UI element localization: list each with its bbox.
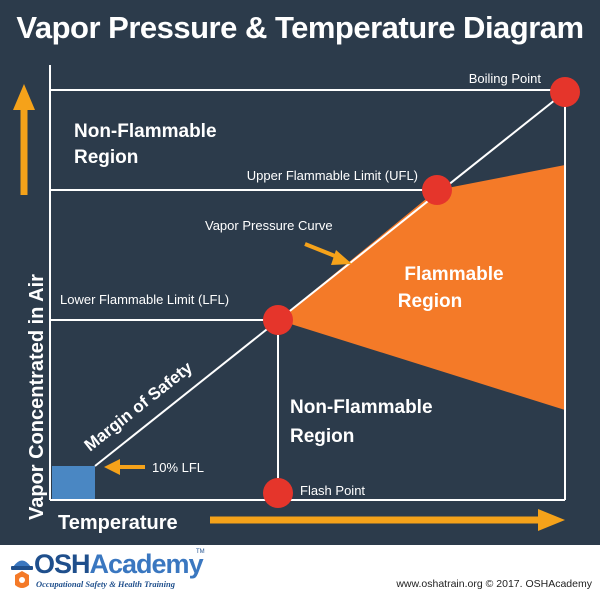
vapor-pressure-curve — [94, 91, 566, 467]
copyright-credit: www.oshatrain.org © 2017. OSHAcademy — [396, 578, 592, 590]
boiling-point-marker — [550, 77, 580, 107]
ten-percent-lfl-label: 10% LFL — [152, 460, 204, 475]
non-flammable-bottom-line1: Non-Flammable — [290, 397, 433, 418]
non-flammable-bottom-line2: Region — [290, 426, 354, 447]
lfl-label: Lower Flammable Limit (LFL) — [60, 292, 229, 307]
ufl-marker — [422, 175, 452, 205]
ufl-label: Upper Flammable Limit (UFL) — [247, 168, 418, 183]
y-axis-label: Vapor Concentrated in Air — [26, 274, 48, 520]
vapor-pressure-diagram: Vapor Concentrated in Air Temperature Bo… — [13, 65, 580, 534]
footer: OSHAcademy Occupational Safety & Health … — [0, 545, 600, 600]
logo-trademark: TM — [196, 549, 205, 555]
flash-point-label: Flash Point — [300, 483, 365, 498]
flammable-line1: Flammable — [404, 264, 503, 285]
boiling-point-label: Boiling Point — [469, 71, 542, 86]
x-axis-arrow-head — [538, 509, 565, 531]
logo-name-part1: OSH — [34, 549, 91, 579]
flammable-region-shape — [278, 165, 565, 410]
logo-wordmark: OSHAcademy — [34, 549, 204, 580]
oshacademy-logo: OSHAcademy Occupational Safety & Health … — [10, 549, 205, 595]
logo-tagline: Occupational Safety & Health Training — [36, 579, 175, 589]
y-axis-arrow-head — [13, 84, 35, 110]
flammable-line2: Region — [398, 291, 462, 312]
non-flammable-top-line2: Region — [74, 147, 138, 168]
vapor-curve-pointer-head — [331, 250, 352, 265]
vapor-pressure-curve-label: Vapor Pressure Curve — [205, 218, 333, 233]
x-axis-label: Temperature — [58, 512, 178, 534]
logo-name-part2: Academy — [89, 549, 204, 579]
lfl-marker — [263, 305, 293, 335]
non-flammable-top-line1: Non-Flammable — [74, 121, 217, 142]
ten-percent-lfl-box — [52, 466, 95, 499]
margin-of-safety-label: Margin of Safety — [81, 358, 197, 456]
page-title: Vapor Pressure & Temperature Diagram — [16, 10, 584, 45]
diagram-panel: Vapor Pressure & Temperature Diagram — [0, 0, 600, 545]
flash-point-marker — [263, 478, 293, 508]
hard-hat-icon — [11, 560, 33, 588]
ten-percent-pointer-head — [104, 459, 120, 475]
